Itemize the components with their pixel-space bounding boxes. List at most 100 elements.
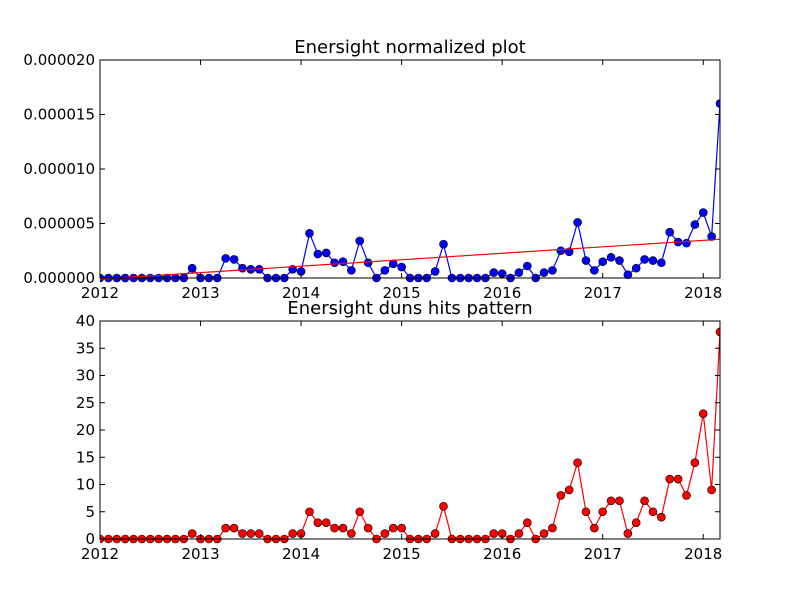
bottom-data-point (246, 529, 256, 538)
bottom-data-point (522, 518, 532, 527)
top-data-point (363, 258, 373, 268)
bottom-data-point (640, 496, 649, 506)
bottom-data-point (598, 507, 608, 517)
top-data-point (430, 267, 440, 276)
bottom-y-tick-label: 5 (85, 503, 95, 521)
bottom-data-point (623, 529, 633, 538)
bottom-data-point (330, 523, 339, 533)
top-data-point (489, 268, 499, 277)
bottom-data-point (313, 518, 323, 527)
top-y-tick-label: 0.000015 (23, 106, 95, 124)
top-data-point (631, 263, 641, 273)
bottom-data-point (665, 474, 675, 484)
top-chart-title: Enersight normalized plot (294, 37, 526, 58)
top-series-1 (100, 238, 720, 280)
bottom-data-point (590, 523, 599, 533)
bottom-data-point (305, 507, 314, 517)
top-data-point (514, 268, 524, 277)
bottom-data-point (606, 496, 616, 506)
bottom-y-tick-label: 10 (76, 476, 95, 494)
bottom-data-point (347, 529, 356, 538)
bottom-data-point (514, 529, 524, 538)
bottom-data-point (380, 529, 390, 538)
bottom-data-point (288, 529, 298, 538)
bottom-chart: 2012 2013 2014 2015 2016 2017 2018 0 5 10 15 20 25 30… (76, 298, 732, 563)
bottom-x-tick-label: 2018 (684, 545, 722, 563)
top-series-line (100, 100, 720, 279)
bottom-x-tick-label: 2015 (383, 545, 421, 563)
bottom-y-tick-label: 25 (76, 394, 95, 412)
top-data-point (313, 249, 323, 259)
bottom-data-point (229, 523, 239, 533)
top-x-tick-label: 2017 (584, 284, 622, 302)
top-data-point (548, 266, 557, 275)
bottom-data-point (615, 496, 624, 506)
bottom-data-point (489, 529, 499, 538)
top-data-point (522, 261, 532, 271)
bottom-data-point (539, 529, 549, 538)
bottom-data-point (221, 523, 230, 533)
bottom-y-tick-label: 35 (76, 339, 95, 357)
bottom-data-point (548, 523, 557, 533)
top-data-point (221, 254, 230, 263)
top-data-point (397, 262, 406, 272)
top-data-point (615, 256, 624, 265)
bottom-y-tick-label: 0 (85, 530, 95, 548)
top-data-point (187, 263, 197, 273)
bottom-y-tick-label: 15 (76, 448, 95, 466)
top-x-tick-label: 2018 (684, 284, 722, 302)
top-data-point (581, 256, 591, 265)
top-data-point (606, 252, 616, 262)
top-chart: 2012 2013 2014 2015 2016 2017 2018 0.000000 0.00… (23, 37, 732, 302)
bottom-data-point (254, 529, 264, 538)
top-data-point (724, 63, 732, 71)
bottom-data-point (397, 523, 406, 533)
top-data-point (648, 256, 658, 265)
top-data-point (380, 266, 390, 275)
bottom-data-point (698, 409, 708, 418)
bottom-data-point (187, 529, 197, 538)
top-data-point (698, 208, 708, 217)
top-data-point (347, 266, 356, 275)
top-data-point (715, 99, 720, 108)
bottom-data-point (707, 485, 716, 495)
bottom-x-tick-label: 2014 (282, 545, 320, 563)
top-data-point (590, 266, 599, 275)
bottom-data-point (715, 327, 720, 337)
bottom-data-point (724, 404, 732, 412)
bottom-data-point (439, 501, 448, 511)
bottom-y-tick-label: 20 (76, 421, 95, 439)
top-data-point (623, 270, 633, 280)
top-data-point (321, 248, 331, 258)
top-data-point (338, 257, 348, 266)
bottom-x-tick-label: 2017 (584, 545, 622, 563)
bottom-x-tick-label: 2013 (181, 545, 219, 563)
bottom-y-tick-label: 40 (76, 312, 95, 330)
top-data-point (564, 247, 574, 257)
bottom-data-point (556, 491, 566, 500)
top-data-point (330, 258, 339, 268)
top-data-point (682, 238, 691, 248)
bottom-data-point (581, 507, 591, 517)
bottom-y-tick-label: 30 (76, 367, 95, 385)
top-x-tick-label: 2015 (383, 284, 421, 302)
top-data-point (305, 229, 314, 238)
bottom-data-point (238, 529, 247, 538)
bottom-data-point (573, 458, 582, 468)
top-data-point (665, 227, 675, 237)
bottom-data-point (430, 529, 440, 538)
top-data-point (238, 263, 247, 273)
bottom-data-point (673, 474, 683, 484)
top-y-tick-label: 0.000005 (23, 215, 95, 233)
top-data-point (690, 220, 700, 229)
bottom-data-point (363, 523, 373, 533)
top-y-tick-label: 0.000020 (23, 51, 95, 69)
top-data-point (640, 255, 649, 264)
top-trend-line (100, 238, 720, 280)
top-x-tick-label: 2013 (181, 284, 219, 302)
top-data-point (598, 257, 608, 266)
top-x-tick-label: 2012 (81, 284, 119, 302)
bottom-data-point (338, 523, 348, 533)
top-data-point (439, 239, 448, 249)
